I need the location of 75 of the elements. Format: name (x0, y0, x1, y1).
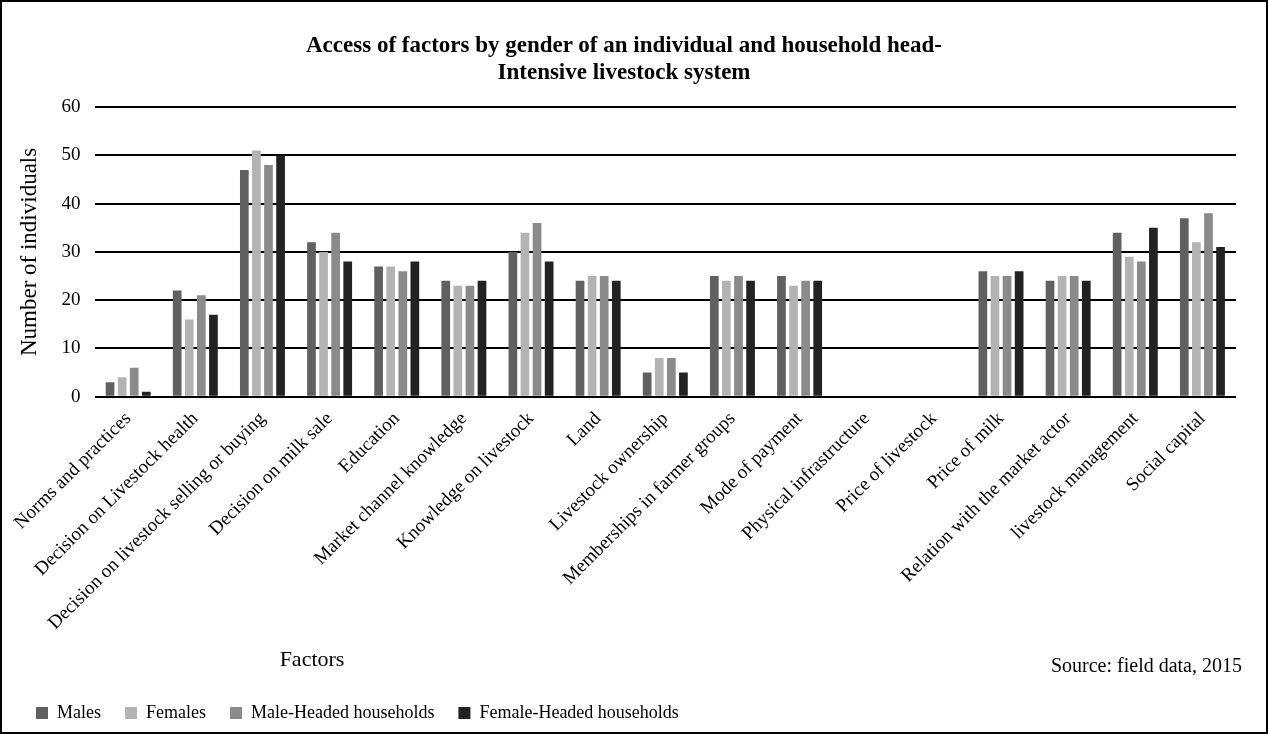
bar (465, 285, 475, 396)
y-tick-label: 50 (61, 143, 81, 165)
bar (453, 285, 463, 396)
bar (990, 276, 1000, 396)
bar (666, 358, 676, 396)
bar (599, 276, 609, 396)
bar (1149, 227, 1158, 396)
bar (978, 271, 988, 396)
legend-label: Females (145, 701, 206, 722)
bar (1045, 280, 1055, 396)
bar (532, 222, 542, 396)
bar (746, 280, 755, 396)
y-tick-label: 30 (61, 239, 81, 261)
bar (611, 280, 621, 396)
bar (1002, 276, 1012, 396)
y-tick-label: 20 (61, 288, 81, 310)
bar (789, 285, 798, 396)
bar (477, 280, 487, 396)
bar (386, 266, 396, 396)
bar (441, 280, 451, 396)
x-axis-title: Factors (279, 645, 345, 671)
bar (1081, 280, 1091, 396)
bar (642, 372, 652, 396)
bar (239, 169, 249, 396)
y-tick-label: 10 (61, 336, 81, 358)
bar (1179, 218, 1189, 396)
bar (1124, 256, 1134, 396)
bar (801, 280, 810, 396)
bar (777, 276, 786, 396)
bar (319, 251, 328, 396)
bar (722, 280, 731, 396)
bar (117, 377, 127, 396)
source-note: Source: field data, 2015 (1050, 654, 1242, 677)
bar (398, 271, 408, 396)
bar (1057, 276, 1067, 396)
bar (1192, 242, 1201, 396)
bar (1069, 276, 1079, 396)
legend-label: Males (57, 701, 101, 722)
bar (679, 372, 688, 396)
bar (141, 391, 151, 396)
bar (331, 232, 340, 396)
bar (520, 232, 530, 396)
y-tick-label: 60 (61, 95, 81, 117)
legend-label: Female-Headed households (479, 701, 679, 722)
bar (654, 358, 664, 396)
chart-title: Access of factors by gender of an individual and household head- Intensive livestock system (306, 31, 942, 85)
bar (1112, 232, 1122, 396)
bar (587, 276, 597, 396)
bar (264, 165, 273, 396)
bar (544, 261, 554, 396)
bar (410, 261, 420, 396)
bar (276, 155, 285, 396)
bar (197, 295, 206, 396)
bar (172, 290, 182, 396)
bar (575, 280, 585, 396)
bar (209, 314, 218, 396)
bar (184, 319, 194, 396)
bar (374, 266, 383, 396)
bar (252, 150, 261, 396)
bar (1216, 247, 1225, 396)
bar (734, 276, 743, 396)
y-tick-label: 0 (71, 384, 81, 406)
bar (709, 276, 719, 396)
bar (813, 280, 823, 396)
bar (343, 261, 353, 396)
y-axis-title: Number of individuals (15, 147, 41, 357)
bar (105, 382, 115, 396)
bar (307, 242, 316, 396)
bar (508, 251, 518, 396)
bar (1014, 271, 1024, 396)
bar (1204, 213, 1213, 396)
bar (129, 367, 139, 396)
bar (1136, 261, 1146, 396)
y-tick-label: 40 (61, 191, 81, 213)
legend-label: Male-Headed households (250, 701, 435, 722)
